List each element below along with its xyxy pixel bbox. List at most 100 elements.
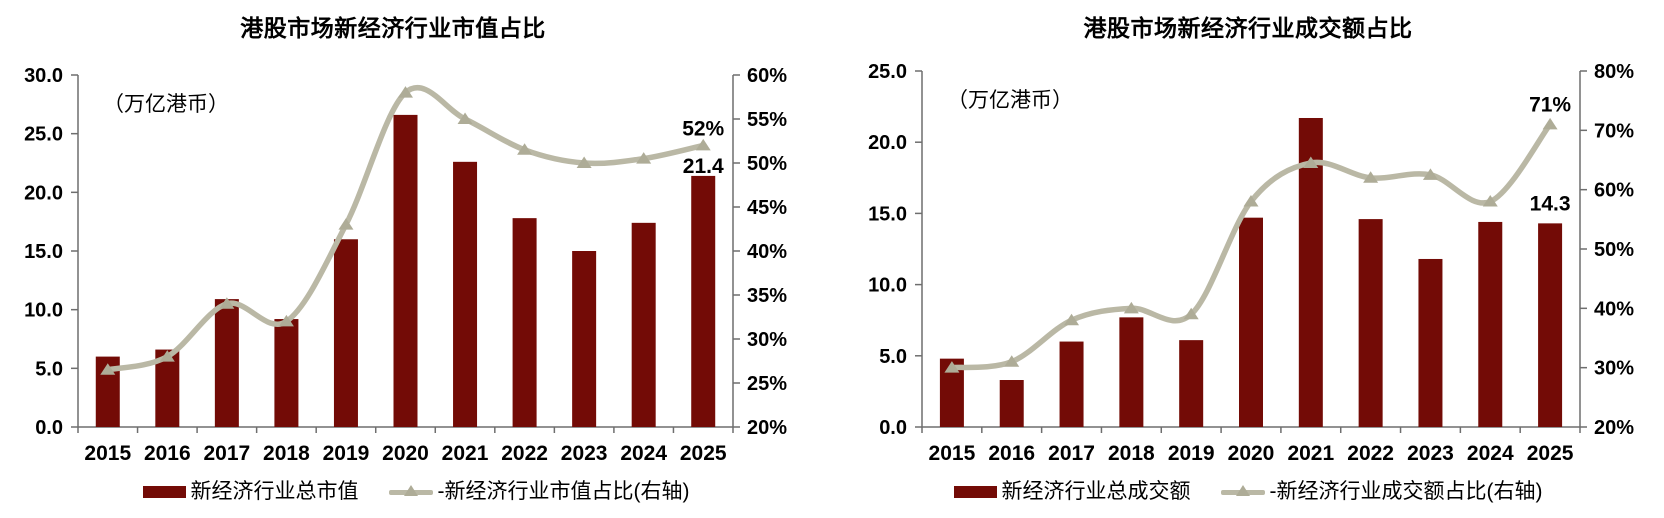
- legend-item-line: -新经济行业市值占比(右轴): [388, 480, 690, 504]
- bar-2021: [453, 161, 478, 427]
- line-markers: [944, 117, 1558, 373]
- axes: [915, 70, 1587, 433]
- svg-text:2020: 2020: [1228, 442, 1275, 465]
- triangle-marker: [695, 138, 711, 151]
- triangle-marker: [944, 361, 960, 373]
- bar-swatch-icon: [953, 486, 997, 498]
- svg-text:10.0: 10.0: [868, 275, 907, 297]
- svg-text:25.0: 25.0: [24, 124, 63, 146]
- svg-text:2021: 2021: [442, 442, 489, 465]
- svg-text:2015: 2015: [929, 442, 976, 465]
- axis-unit-label: （万亿港币）: [103, 93, 229, 116]
- svg-text:40%: 40%: [1594, 298, 1634, 320]
- svg-text:2024: 2024: [620, 442, 667, 465]
- bar-2024: [631, 222, 656, 427]
- triangle-marker: [1004, 355, 1020, 367]
- bar-2018: [1119, 317, 1144, 427]
- bar-2022: [1358, 219, 1383, 427]
- legend-item-line: -新经济行业成交额占比(右轴): [1220, 480, 1543, 504]
- x-axis-labels: 2015 2016 2017 2018 2019 2020 2021 2022 2023 2024…: [929, 442, 1574, 465]
- bar-2021: [1298, 117, 1323, 427]
- svg-text:60%: 60%: [1594, 180, 1634, 202]
- svg-text:55%: 55%: [747, 109, 787, 131]
- y-right-tick-labels: 20% 30% 40% 50% 60% 70% 80%: [1594, 61, 1634, 439]
- svg-text:2025: 2025: [1527, 442, 1574, 465]
- svg-text:15.0: 15.0: [24, 241, 63, 263]
- svg-text:30%: 30%: [1594, 358, 1634, 380]
- bar-2019: [1179, 340, 1204, 427]
- triangle-marker: [576, 156, 592, 168]
- triangle-marker: [1064, 313, 1080, 326]
- svg-text:20%: 20%: [747, 417, 787, 439]
- svg-text:2017: 2017: [204, 442, 251, 465]
- chart-legend: 新经济行业总成交额 -新经济行业成交额占比(右轴): [832, 480, 1664, 504]
- line-triangle-swatch-icon: [388, 485, 433, 499]
- svg-text:2018: 2018: [263, 442, 310, 465]
- bar-value-annotation: 21.4: [683, 155, 724, 178]
- bar-2017: [214, 299, 239, 427]
- svg-text:2016: 2016: [144, 442, 191, 465]
- svg-text:40%: 40%: [747, 241, 787, 263]
- svg-text:2024: 2024: [1467, 442, 1514, 465]
- triangle-marker: [636, 152, 652, 164]
- svg-text:2023: 2023: [561, 442, 608, 465]
- svg-text:30.0: 30.0: [24, 65, 63, 87]
- bar-2019: [333, 239, 358, 427]
- triangle-marker: [278, 314, 294, 327]
- svg-text:60%: 60%: [747, 65, 787, 87]
- triangle-marker: [1243, 195, 1259, 207]
- chart-legend: 新经济行业总市值 -新经济行业市值占比(右轴): [0, 480, 832, 504]
- triangle-marker: [219, 297, 235, 309]
- triangle-marker: [1422, 168, 1438, 180]
- x-axis-labels: 2015 2016 2017 2018 2019 2020 2021 2022 2023 2024…: [84, 442, 726, 465]
- svg-text:2016: 2016: [988, 442, 1035, 465]
- legend-line-label: -新经济行业市值占比(右轴): [437, 480, 690, 503]
- bar-2017: [1059, 341, 1084, 427]
- triangle-marker: [398, 86, 413, 98]
- y-left-tick-labels: 0.0 5.0 10.0 15.0 20.0 25.0 30.0: [24, 65, 63, 439]
- line-value-annotation: 71%: [1529, 93, 1571, 116]
- turnover-ratio-chart: 港股市场新经济行业成交额占比 0.0 5.0 10.0 15.0 20.0 25.0 20%…: [832, 0, 1664, 518]
- y-left-tick-labels: 0.0 5.0 10.0 15.0 20.0 25.0: [868, 61, 907, 439]
- svg-text:5.0: 5.0: [35, 358, 63, 380]
- bar-swatch-icon: [142, 486, 186, 498]
- line-markers: [100, 86, 711, 375]
- svg-text:2019: 2019: [1168, 442, 1215, 465]
- bar-value-annotation: 14.3: [1530, 192, 1571, 215]
- bars-series: [939, 117, 1563, 427]
- y-right-tick-labels: 20% 25% 30% 35% 40% 45% 50% 55% 60%: [747, 65, 787, 439]
- bar-2016: [999, 380, 1024, 427]
- triangle-marker: [1303, 156, 1319, 168]
- svg-text:25.0: 25.0: [868, 61, 907, 83]
- chart-title: 港股市场新经济行业市值占比: [240, 15, 546, 41]
- bar-2022: [512, 218, 537, 427]
- svg-text:10.0: 10.0: [24, 300, 63, 322]
- bar-2025: [691, 175, 716, 427]
- svg-text:15.0: 15.0: [868, 203, 907, 225]
- svg-text:2023: 2023: [1407, 442, 1454, 465]
- svg-text:2022: 2022: [501, 442, 548, 465]
- svg-text:2022: 2022: [1347, 442, 1394, 465]
- svg-text:70%: 70%: [1594, 120, 1634, 142]
- chart-title: 港股市场新经济行业成交额占比: [1083, 15, 1413, 41]
- triangle-marker: [457, 112, 473, 124]
- svg-text:20%: 20%: [1594, 417, 1634, 439]
- line-triangle-swatch-icon: [1220, 485, 1265, 499]
- svg-text:20.0: 20.0: [24, 182, 63, 204]
- svg-text:2017: 2017: [1048, 442, 1095, 465]
- bar-2018: [274, 319, 299, 427]
- legend-bar-label: 新经济行业总成交额: [1001, 480, 1191, 503]
- legend-item-bar: 新经济行业总成交额: [953, 480, 1191, 504]
- svg-text:2021: 2021: [1287, 442, 1334, 465]
- legend-line-label: -新经济行业成交额占比(右轴): [1269, 480, 1543, 503]
- bar-2023: [1418, 258, 1443, 427]
- svg-text:80%: 80%: [1594, 61, 1634, 83]
- triangle-marker: [1363, 171, 1379, 183]
- triangle-marker: [517, 143, 533, 155]
- market-cap-ratio-chart: 港股市场新经济行业市值占比 0.0 5.0 10.0 15.0 20.0 25.0 30.0…: [0, 15, 832, 504]
- svg-text:2018: 2018: [1108, 442, 1155, 465]
- svg-text:0.0: 0.0: [35, 417, 63, 439]
- svg-text:30%: 30%: [747, 329, 787, 351]
- legend-item-bar: 新经济行业总市值: [142, 480, 359, 504]
